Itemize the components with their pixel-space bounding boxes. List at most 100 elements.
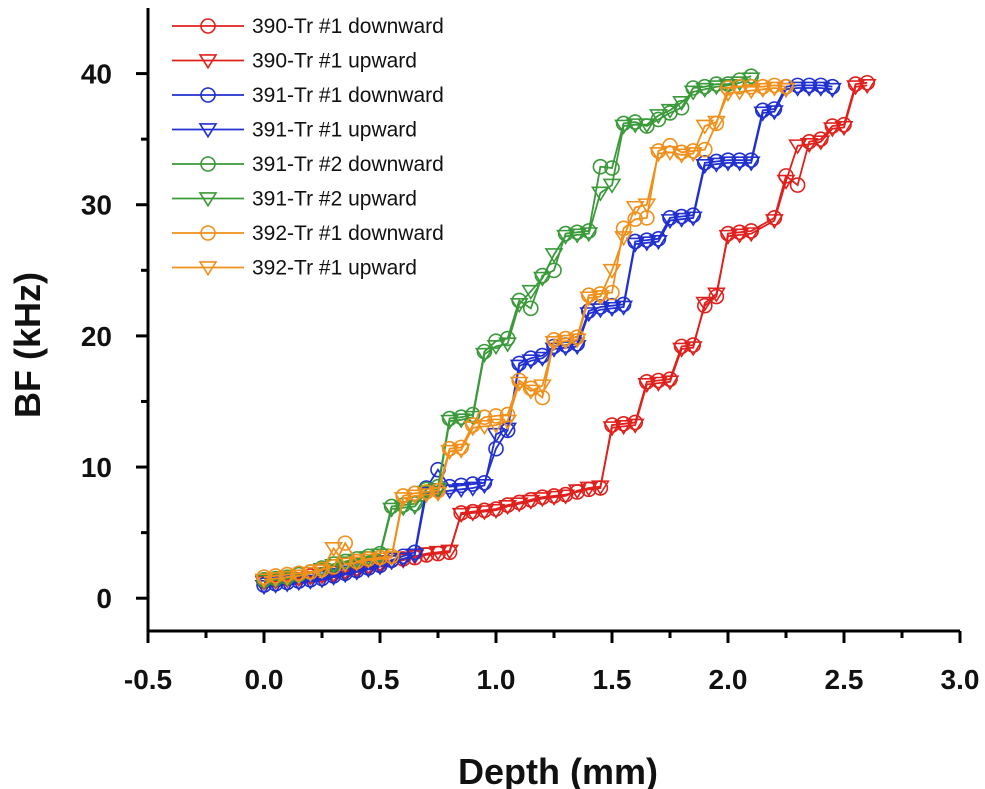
legend-item: 391-Tr #2 downward (172, 153, 444, 176)
data-point (532, 351, 552, 367)
data-point (451, 482, 471, 499)
legend-marker (200, 225, 216, 241)
data-point (486, 503, 506, 520)
data-point (474, 479, 494, 495)
y-tick-label: 40 (81, 59, 112, 90)
data-point (463, 481, 483, 497)
data-point (637, 198, 657, 214)
data-point (277, 570, 297, 586)
data-point (509, 497, 529, 513)
data-point (706, 157, 726, 173)
series-line (263, 87, 833, 588)
legend-label: 390-Tr #1 upward (252, 50, 417, 73)
data-point (637, 118, 657, 134)
data-point (324, 541, 344, 558)
data-point (695, 158, 715, 175)
data-point (476, 409, 493, 426)
data-point (314, 561, 330, 578)
legend-label: 391-Tr #2 upward (252, 188, 417, 211)
data-point (521, 354, 541, 370)
data-point (556, 229, 576, 245)
legend-label: 391-Tr #1 downward (252, 84, 444, 107)
data-point (289, 569, 309, 585)
data-point (614, 419, 634, 436)
data-point (486, 427, 506, 443)
data-point (358, 553, 378, 569)
data-point (776, 82, 796, 99)
legend-marker (198, 261, 218, 277)
y-tick-label: 30 (81, 190, 112, 221)
data-point (604, 160, 620, 176)
data-point (509, 359, 529, 375)
data-point (614, 300, 634, 316)
legend-marker (200, 18, 216, 34)
data-point (498, 337, 518, 353)
data-point (822, 82, 842, 99)
legend-label: 390-Tr #1 downward (252, 15, 444, 38)
legend-item: 390-Tr #1 downward (172, 15, 444, 38)
data-point (579, 481, 599, 497)
legend-marker (198, 123, 218, 139)
data-point (498, 422, 518, 438)
data-point (556, 334, 576, 350)
data-point (393, 552, 413, 568)
legend-label: 392-Tr #1 upward (252, 257, 417, 280)
data-point (788, 81, 808, 97)
data-point (556, 489, 576, 505)
data-point (300, 566, 320, 582)
data-point (498, 499, 518, 516)
data-point (590, 290, 610, 306)
x-axis-title: Depth (mm) (458, 751, 658, 789)
legend-marker (200, 87, 216, 103)
data-point (753, 82, 773, 99)
data-point (382, 551, 402, 567)
data-point (370, 552, 390, 568)
data-point (625, 418, 645, 434)
data-point (604, 284, 620, 301)
series-group (254, 81, 842, 596)
data-point (741, 227, 761, 243)
data-point (695, 82, 715, 99)
data-point (660, 214, 680, 230)
data-point (590, 480, 610, 496)
legend-item: 391-Tr #1 downward (172, 84, 444, 107)
data-point (730, 156, 750, 172)
data-point (509, 298, 529, 314)
ticks: -0.5 0.0 0.5 1.0 1.5 2.0 2.5 3.0 0 10 20 30 40 (81, 59, 980, 695)
data-point (463, 506, 483, 522)
legend-item: 391-Tr #2 upward (172, 188, 417, 211)
data-point (625, 118, 645, 134)
data-point (393, 492, 413, 508)
series-group (256, 68, 760, 588)
data-point (741, 72, 761, 88)
data-point (857, 78, 877, 95)
data-point (718, 156, 738, 172)
data-point (683, 341, 703, 357)
data-point (799, 138, 819, 154)
x-tick-label: 2.5 (825, 664, 864, 695)
data-point (811, 135, 831, 151)
data-point (486, 418, 506, 434)
data-point (718, 229, 738, 245)
legend-marker (200, 156, 216, 172)
data-point (592, 158, 609, 175)
data-point (764, 81, 784, 97)
y-axis-title: BF (kHz) (7, 272, 48, 418)
data-point (416, 547, 436, 563)
series-group (254, 81, 796, 589)
data-point (660, 375, 680, 391)
data-point (683, 85, 703, 101)
data-point (822, 122, 842, 138)
data-point (672, 96, 692, 112)
data-point (718, 86, 738, 102)
data-point (567, 333, 587, 349)
y-tick-label: 0 (96, 583, 112, 614)
data-point (660, 145, 680, 161)
data-point (579, 291, 599, 307)
data-point (776, 174, 796, 190)
data-point (383, 548, 400, 565)
data-point (602, 263, 622, 280)
data-point (440, 444, 460, 461)
data-point (488, 501, 504, 517)
